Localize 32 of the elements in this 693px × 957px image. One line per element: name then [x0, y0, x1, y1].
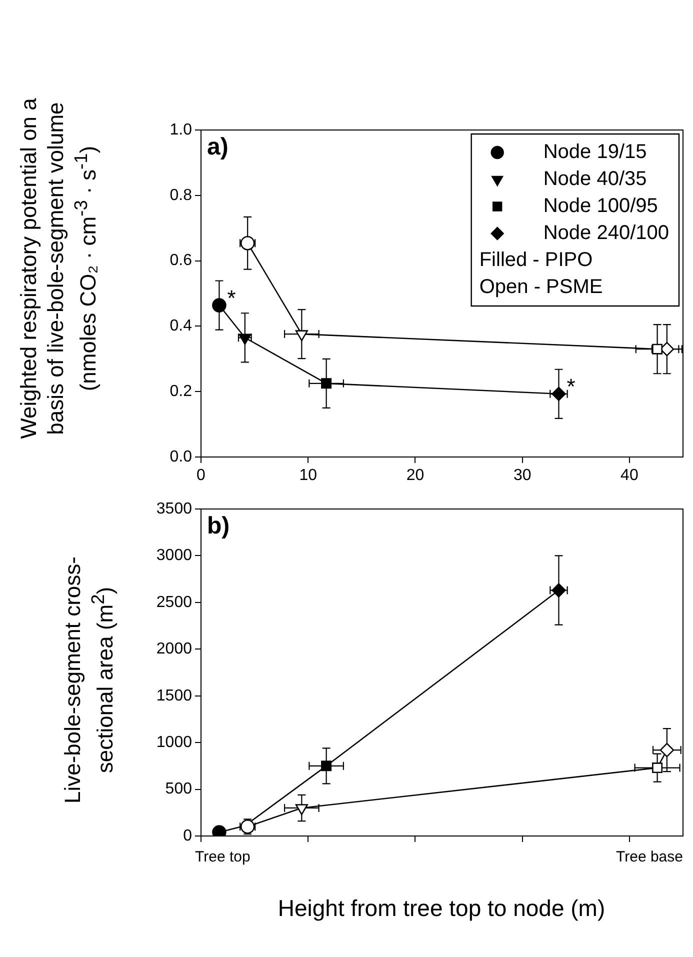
- x-tick-label: 20: [406, 467, 424, 484]
- legend-label: Node 19/15: [543, 141, 647, 164]
- y-tick-label: 1000: [156, 734, 192, 751]
- y-tick-label: 0.0: [170, 448, 192, 466]
- legend-label: Node 40/35: [543, 168, 647, 190]
- y-tick-label: 0.8: [170, 186, 192, 204]
- x-axis-title: Height from tree top to node (m): [276, 895, 606, 922]
- legend-label: Node 100/95: [543, 195, 658, 218]
- annotation: Open - PSME: [479, 276, 603, 298]
- y-tick-label: 1.0: [170, 121, 192, 138]
- x-tick-label: 40: [620, 467, 638, 484]
- y-tick-label: 0.2: [170, 383, 192, 400]
- x-tick-label: 0: [196, 467, 206, 484]
- x-tick-label: 30: [513, 467, 532, 484]
- x-tick-label: 10: [299, 467, 318, 484]
- annotation: *: [227, 285, 236, 310]
- annotation: Filled - PIPO: [479, 249, 593, 272]
- y-tick-label: 0: [183, 827, 192, 844]
- y-tick-label: 500: [165, 780, 192, 798]
- y-tick-label: 2500: [156, 594, 192, 611]
- text: Tree base: [616, 848, 683, 866]
- y-tick-label: 1500: [156, 687, 192, 704]
- annotation: *: [566, 374, 576, 399]
- legend-label: Node 240/100: [543, 222, 670, 244]
- y-tick-label: 3500: [156, 500, 192, 518]
- chart-title: a): [207, 134, 228, 161]
- y-tick-label: 0.4: [170, 318, 192, 335]
- y-tick-label: 0.6: [170, 252, 192, 270]
- chart-title: b): [207, 512, 230, 540]
- y-tick-label: 3000: [156, 547, 192, 564]
- y-tick-label: 2000: [156, 640, 192, 658]
- text: Tree top: [195, 848, 250, 866]
